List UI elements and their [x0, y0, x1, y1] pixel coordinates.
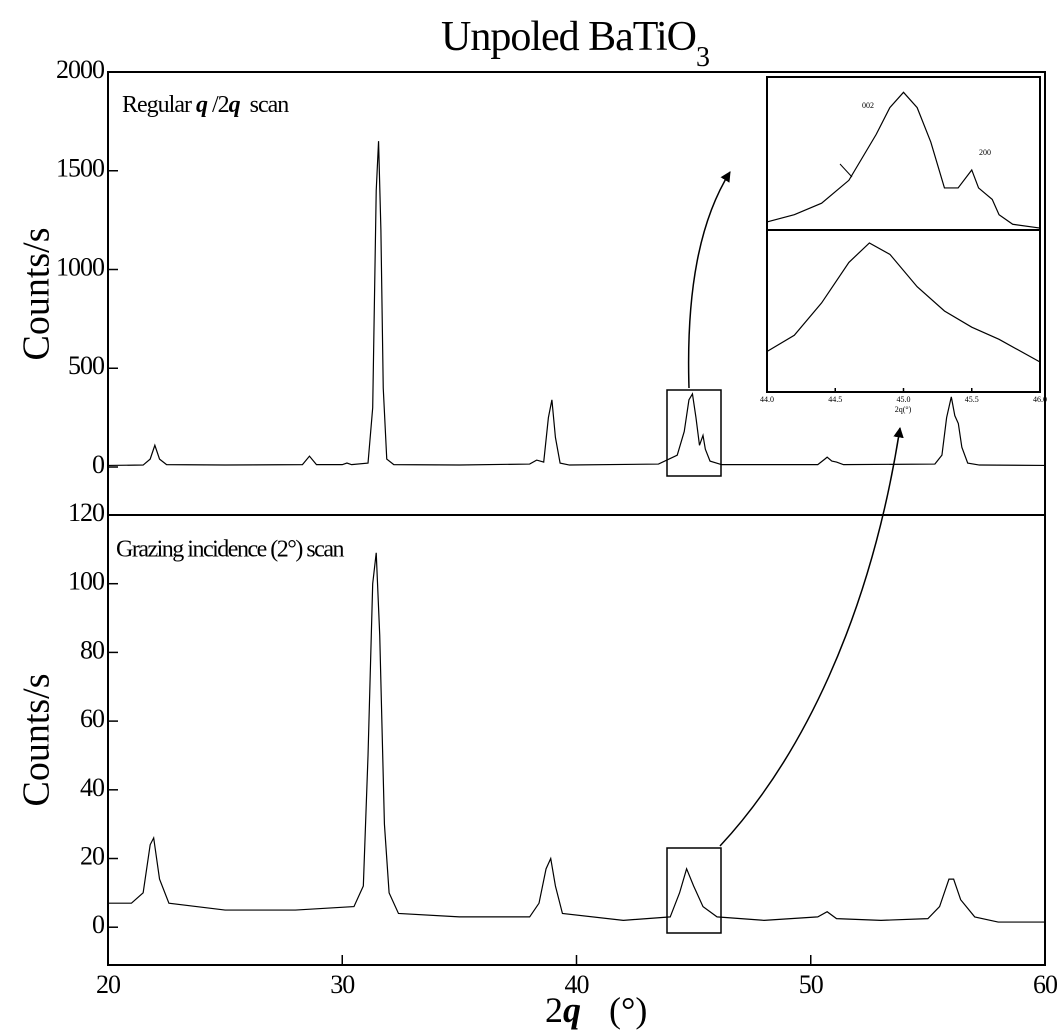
- data-line: [766, 91, 1041, 229]
- xlabel-part: q: [563, 990, 581, 1030]
- y-tick-label: 100: [68, 567, 105, 596]
- x-tick-label: 44.5: [828, 395, 842, 404]
- y-tick-label: 2000: [56, 55, 105, 84]
- annotation-part: q: [196, 92, 208, 118]
- y-tick-label: 20: [80, 841, 105, 870]
- title-main: Unpoled BaTiO: [441, 14, 696, 60]
- panel-annotation: Regular q /2q scan: [122, 92, 289, 118]
- title-subscript: 3: [696, 42, 709, 73]
- y-tick-label: 1500: [56, 154, 105, 183]
- arrow: [719, 426, 904, 847]
- y-tick-label: 60: [80, 704, 105, 733]
- x-tick-label: 44.0: [760, 395, 774, 404]
- x-tick-label: 20: [96, 970, 121, 999]
- y-axis-label: Counts/s: [16, 673, 58, 806]
- pointer: [839, 163, 853, 178]
- annotation-part: scan: [240, 92, 290, 118]
- x-axis-label: 2q (°): [545, 990, 647, 1030]
- x-tick-label: 60: [1033, 970, 1058, 999]
- peak-label: 200: [979, 148, 991, 157]
- zoom-box: [666, 847, 722, 934]
- xlabel-part: 2: [545, 990, 563, 1030]
- annotation-part: q: [229, 92, 241, 118]
- x-tick-label: 45.5: [965, 395, 979, 404]
- peak-label: 002: [862, 101, 874, 110]
- x-tick-label: 45.0: [897, 395, 911, 404]
- zoom-box: [666, 389, 722, 477]
- annotation-part: Regular: [122, 92, 196, 118]
- y-tick-label: 80: [80, 635, 105, 664]
- x-tick-label: 30: [330, 970, 355, 999]
- plot-frame: [766, 76, 1041, 231]
- y-tick-label: 40: [80, 773, 105, 802]
- y-tick-label: 1000: [56, 252, 105, 281]
- panel-annotation: Grazing incidence (2°) scan: [116, 537, 344, 563]
- data-line: [107, 141, 1046, 467]
- y-tick-label: 0: [92, 910, 105, 939]
- data-line: [766, 242, 1041, 363]
- inset-x-label: 2q(°): [895, 405, 912, 414]
- y-axis-label: Counts/s: [16, 227, 58, 360]
- y-tick-label: 120: [68, 498, 105, 527]
- plot-frame: [766, 229, 1041, 393]
- annotation-part: /2: [207, 92, 229, 118]
- chart-title: Unpoled BaTiO3: [441, 14, 709, 74]
- arrow: [687, 171, 731, 389]
- y-tick-label: 500: [68, 351, 105, 380]
- x-tick-label: 46.0: [1033, 395, 1047, 404]
- data-line: [108, 552, 1045, 923]
- y-tick-label: 0: [92, 450, 105, 479]
- xlabel-part: (°): [609, 990, 647, 1030]
- plot-frame: [107, 514, 1046, 966]
- x-tick-label: 50: [799, 970, 824, 999]
- x-tick-label: 40: [565, 970, 590, 999]
